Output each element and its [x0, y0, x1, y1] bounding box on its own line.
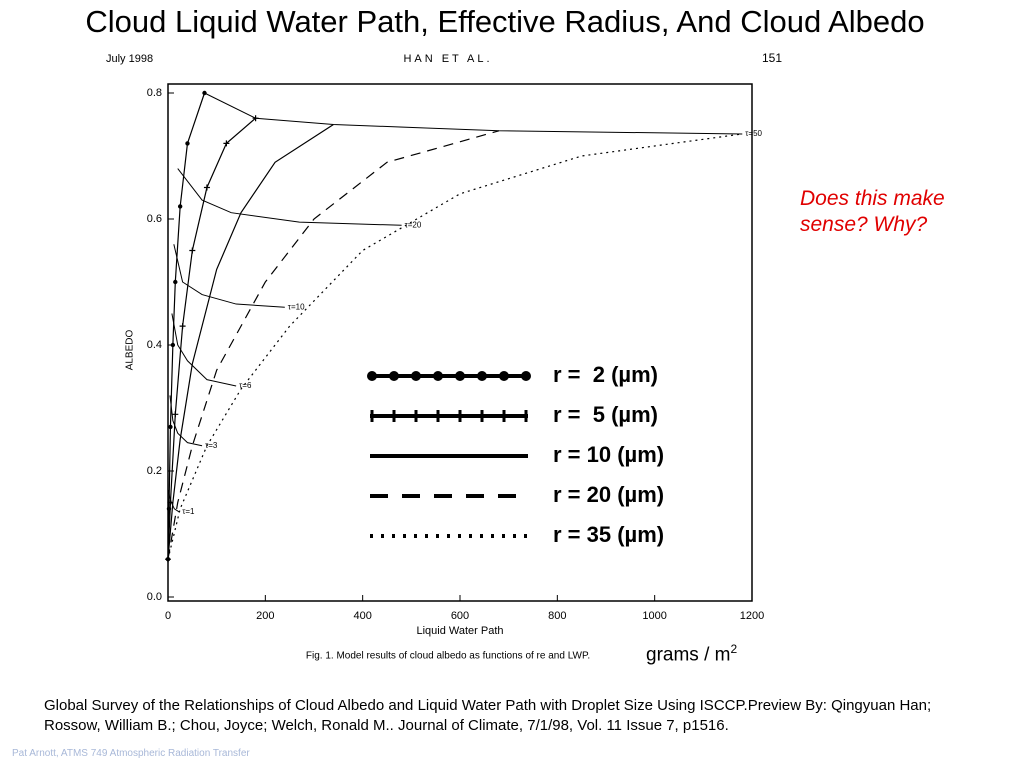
tau-label: τ=1	[182, 507, 195, 516]
marker	[203, 184, 210, 191]
caption: Fig. 1. Model results of cloud albedo as…	[306, 651, 590, 662]
marker	[223, 140, 230, 147]
citation: Global Survey of the Relationships of Cl…	[44, 697, 932, 734]
legend-label: r = 10 (µm)	[553, 442, 664, 467]
y-tick-label: 0.8	[147, 87, 162, 99]
marker	[168, 424, 173, 430]
journal-authors: HAN ET AL.	[403, 53, 492, 65]
series-line	[167, 92, 206, 560]
legend-marker	[433, 371, 443, 381]
tau-label: τ=3	[205, 441, 218, 450]
marker	[252, 115, 259, 122]
question: Does this make sense? Why?	[800, 187, 945, 236]
marker	[189, 247, 196, 254]
tau-label: τ=20	[405, 220, 422, 229]
y-tick-label: 0.4	[147, 339, 162, 351]
marker	[170, 342, 176, 348]
tau-label: τ=6	[239, 381, 252, 390]
marker	[185, 141, 190, 146]
legend-label: r = 35 (µm)	[553, 522, 664, 547]
tau-label: τ=10	[288, 302, 305, 311]
legend-marker	[389, 371, 399, 381]
marker	[179, 323, 186, 330]
legend-label: r = 2 (µm)	[553, 362, 658, 387]
marker	[173, 279, 178, 285]
x-tick-label: 1000	[642, 610, 666, 622]
tau-curve	[171, 313, 237, 387]
y-tick-label: 0.6	[147, 213, 162, 225]
marker	[177, 204, 183, 209]
tau-curve	[204, 92, 743, 135]
legend-marker	[367, 371, 377, 381]
legend-marker	[521, 371, 531, 381]
tau-label: τ=50	[745, 129, 762, 138]
marker	[202, 90, 207, 96]
tau-curve	[177, 168, 402, 226]
series-line	[167, 130, 500, 560]
footer: Pat Arnott, ATMS 749 Atmospheric Radiati…	[12, 748, 250, 759]
series-line	[167, 117, 256, 560]
legend-marker	[455, 371, 465, 381]
y-tick-label: 0.2	[147, 465, 162, 477]
plot-frame	[167, 83, 753, 602]
x-tick-label: 400	[353, 610, 371, 622]
slide-title: Cloud Liquid Water Path, Effective Radiu…	[85, 4, 925, 39]
y-axis-label: ALBEDO	[125, 329, 136, 370]
tau-curve	[169, 395, 203, 447]
journal-page: 151	[762, 51, 782, 65]
y-tick-label: 0.0	[147, 591, 162, 603]
tau-curve	[173, 244, 285, 308]
journal-date: July 1998	[106, 53, 153, 65]
x-tick-label: 200	[256, 610, 274, 622]
x-tick-label: 1200	[740, 610, 764, 622]
marker	[172, 411, 179, 418]
unit-sup: 2	[730, 642, 738, 656]
legend-marker	[477, 371, 487, 381]
x-tick-label: 0	[165, 610, 171, 622]
x-tick-label: 600	[451, 610, 469, 622]
series-line	[167, 123, 334, 560]
x-tick-label: 800	[548, 610, 566, 622]
legend-marker	[411, 371, 421, 381]
legend-label: r = 20 (µm)	[553, 482, 664, 507]
unit-note: grams / m2	[646, 642, 737, 666]
legend-label: r = 5 (µm)	[553, 402, 658, 427]
unit-text: grams / m	[646, 644, 731, 666]
legend-marker	[499, 371, 509, 381]
x-axis-label: Liquid Water Path	[416, 625, 503, 637]
chart: July 1998 HAN ET AL. 151 Liquid Water Pa…	[106, 51, 782, 662]
